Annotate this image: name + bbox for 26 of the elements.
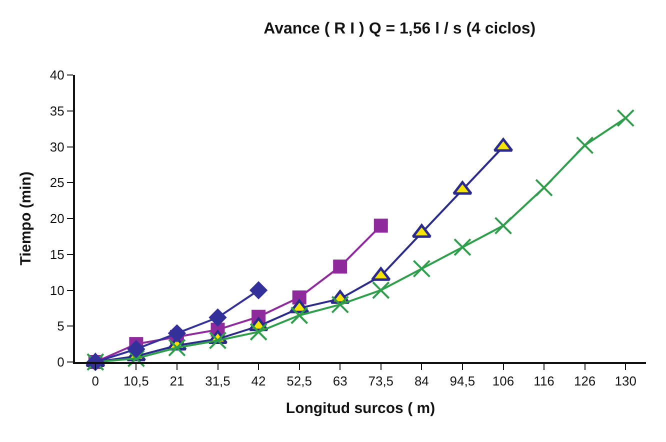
y-tick-label: 40: [50, 68, 64, 83]
y-tick-label: 15: [50, 246, 64, 262]
y-tick-label: 20: [50, 211, 64, 226]
x-tick-label: 10,5: [124, 374, 149, 389]
y-tick-label: 35: [50, 103, 64, 118]
x-axis-title: Longitud surcos ( m): [286, 400, 436, 418]
y-tick-label: 5: [57, 318, 64, 334]
y-tick-label: 30: [50, 139, 64, 154]
x-tick-label: 106: [492, 374, 514, 389]
x-tick-label: 0: [92, 374, 100, 389]
y-tick-label: 25: [50, 175, 64, 190]
x-tick-label: 116: [534, 374, 554, 389]
x-tick-label: 31,5: [205, 374, 230, 389]
x-tick-label: 21: [170, 374, 184, 389]
x-tick-label: 52,5: [286, 374, 312, 389]
x-tick-label: 73,5: [368, 374, 394, 389]
x-tick-label: 84: [414, 374, 429, 389]
x-tick-label: 94,5: [450, 374, 476, 389]
x-tick-label: 126: [574, 374, 596, 389]
x-tick-label: 130: [614, 374, 636, 389]
x-tick-label: 42: [251, 374, 266, 389]
x-tick-label: 63: [332, 374, 348, 389]
y-tick-label: 0: [57, 354, 64, 370]
y-axis-title: Tiempo (min): [18, 172, 35, 266]
chart-title: Avance ( R I ) Q = 1,56 l / s (4 ciclos): [264, 20, 536, 38]
y-tick-label: 10: [50, 282, 64, 298]
